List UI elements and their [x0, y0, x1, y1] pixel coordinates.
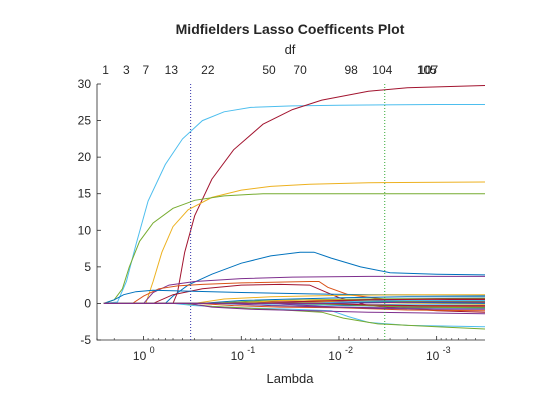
x-tick-label: 10	[231, 349, 245, 363]
x-tick-exponent: -1	[247, 345, 255, 355]
y-tick-label: 15	[78, 187, 92, 201]
x-tick-label: 10	[426, 349, 440, 363]
x-tick-exponent: -3	[443, 345, 451, 355]
series-line-9	[103, 289, 486, 304]
x-axis: 10 0 10 -1 10 -2 10 -3	[96, 336, 476, 363]
series-line-2	[103, 85, 486, 304]
y-tick-label: 20	[78, 150, 92, 164]
series-line-3	[103, 181, 486, 304]
y-tick-label: 0	[84, 296, 91, 310]
df-tick-label: 104	[372, 63, 392, 77]
df-tick-label: 3	[123, 63, 130, 77]
x-tick-label: 10	[328, 349, 342, 363]
series-line-1	[103, 104, 485, 304]
y-tick-label: 10	[78, 223, 92, 237]
y-axis: -5 0 5 10 15 20 25 30	[78, 77, 101, 347]
series-line-4	[103, 193, 485, 304]
x-axis-label: Lambda	[267, 371, 315, 386]
series-line-33	[103, 301, 485, 304]
x-tick-exponent: -2	[345, 345, 353, 355]
y-tick-label: 30	[78, 77, 92, 91]
series-line-5	[103, 251, 486, 304]
df-tick-label: 13	[165, 63, 179, 77]
df-tick-label: 98	[345, 63, 359, 77]
df-tick-label: 70	[293, 63, 307, 77]
y-tick-label: 5	[84, 260, 91, 274]
chart-title: Midfielders Lasso Coefficents Plot	[176, 21, 405, 37]
x-tick-label: 10	[133, 349, 147, 363]
plot-area	[96, 84, 486, 341]
series-line-6	[103, 275, 485, 304]
df-tick-label: 107	[418, 63, 438, 77]
y-tick-label: 25	[78, 114, 92, 128]
y-tick-label: -5	[80, 333, 91, 347]
df-tick-label: 50	[262, 63, 276, 77]
df-tick-label: 22	[201, 63, 215, 77]
df-tick-label: 105	[417, 63, 437, 77]
df-axis-label: df	[285, 42, 296, 57]
x-tick-exponent: 0	[150, 345, 155, 355]
df-tick-label: 7	[142, 63, 149, 77]
df-tick-label: 1	[102, 63, 109, 77]
